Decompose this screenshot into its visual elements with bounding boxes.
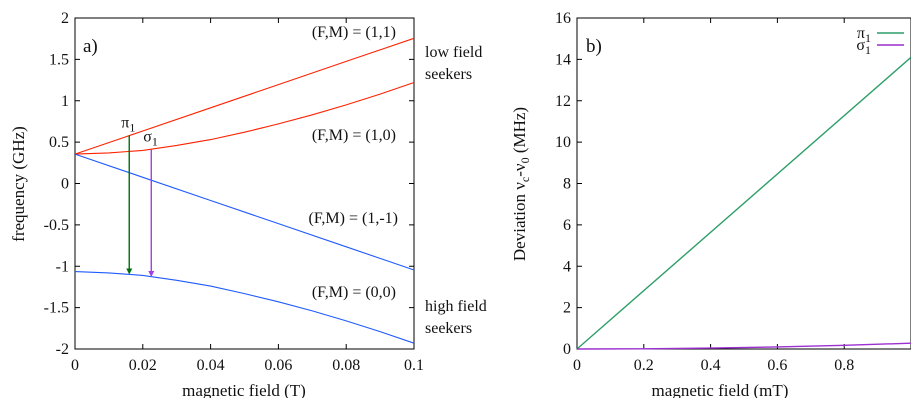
low-field-label-line2: seekers <box>425 66 472 83</box>
x-tick-label-b: 0.4 <box>701 357 721 374</box>
panel-label-b: b) <box>586 36 602 57</box>
x-tick-label-b: 0.2 <box>634 357 654 374</box>
y-tick-label-a: -0.5 <box>44 217 69 234</box>
a-ticks: 0 0.02 0.04 0.06 0.08 0.1 2 1.5 1 0.5 0 -0.5 -1 -1.5 -… <box>44 10 424 374</box>
y-axis-label-b-mid: -ν <box>510 163 529 177</box>
b-ticks: 0 0.2 0.4 0.6 0.8 16 14 12 10 8 6 4 2 0 <box>555 10 854 374</box>
panel-label-a: a) <box>83 36 98 57</box>
x-tick-label-a: 0.02 <box>129 357 157 374</box>
y-tick-label-a: -2 <box>56 341 69 358</box>
energy-level-line-4 <box>74 271 415 344</box>
y-tick-label-a: 0.5 <box>49 134 69 151</box>
energy-level-line-1 <box>74 37 415 155</box>
state-label-10: (F,M) = (1,0) <box>312 127 396 144</box>
x-tick-label-b: 0.8 <box>834 357 854 374</box>
y-axis-label-b-sub2: 0 <box>518 157 532 163</box>
x-tick-label-b: 0 <box>573 357 581 374</box>
y-tick-label-b: 8 <box>563 176 571 193</box>
low-field-label-line1: low field <box>425 44 482 61</box>
energy-level-line-2 <box>74 81 415 155</box>
deviation-series-2 <box>576 342 911 350</box>
legend-label-1: π1 <box>857 25 871 45</box>
transition-arrowhead-2 <box>148 271 155 278</box>
y-axis-label-a: frequency (GHz) <box>9 126 28 242</box>
y-tick-label-a: 1 <box>61 93 69 110</box>
panel-a: 0 0.02 0.04 0.06 0.08 0.1 2 1.5 1 0.5 0 -0.5 -1 -1.5 -… <box>9 10 487 398</box>
panel-b: 0 0.2 0.4 0.6 0.8 16 14 12 10 8 6 4 2 0 b) magnetic f… <box>510 10 911 398</box>
transition-arrowhead-1 <box>126 268 133 275</box>
x-axis-label-b: magnetic field (mT) <box>652 381 789 398</box>
x-tick-label-a: 0.04 <box>197 357 225 374</box>
y-tick-label-b: 16 <box>555 10 571 27</box>
deviation-series-1 <box>576 56 911 350</box>
b-lines <box>576 56 911 350</box>
transition-label-2: σ1 <box>143 129 158 149</box>
y-tick-label-b: 0 <box>563 341 571 358</box>
x-axis-label-a: magnetic field (T) <box>182 381 306 398</box>
high-field-label-line1: high field <box>425 298 487 315</box>
a-lines <box>74 37 415 344</box>
y-axis-label-b-sub1: c <box>518 177 532 182</box>
y-tick-label-a: 1.5 <box>49 51 69 68</box>
legend-label-2: σ1 <box>856 37 871 57</box>
a-transitions: π1 σ1 <box>121 115 158 278</box>
x-tick-label-b: 0.6 <box>767 357 787 374</box>
y-tick-label-a: -1 <box>56 258 69 275</box>
x-tick-label-a: 0.08 <box>332 357 360 374</box>
y-tick-label-a: 0 <box>61 176 69 193</box>
transition-label-1: π1 <box>121 115 135 135</box>
x-tick-label-a: 0 <box>71 357 79 374</box>
y-tick-label-b: 12 <box>555 93 571 110</box>
state-label-11: (F,M) = (1,1) <box>312 24 396 41</box>
state-label-00: (F,M) = (0,0) <box>312 284 396 301</box>
plot-frame-b <box>576 17 911 350</box>
y-tick-label-b: 4 <box>563 258 571 275</box>
y-tick-label-b: 10 <box>555 134 571 151</box>
y-tick-label-b: 14 <box>555 51 571 68</box>
y-axis-label-b: Deviation νc-ν0 (MHz) <box>510 107 532 261</box>
y-axis-label-b-main: Deviation ν <box>510 182 529 261</box>
y-axis-label-b-tail: (MHz) <box>510 107 529 158</box>
y-tick-label-b: 2 <box>563 300 571 317</box>
energy-level-line-3 <box>74 153 415 271</box>
state-label-1m1: (F,M) = (1,-1) <box>308 210 398 227</box>
y-tick-label-a: 2 <box>61 10 69 27</box>
y-tick-label-b: 6 <box>563 217 571 234</box>
x-tick-label-a: 0.1 <box>404 357 424 374</box>
x-tick-label-a: 0.06 <box>264 357 292 374</box>
high-field-label-line2: seekers <box>425 320 472 337</box>
y-tick-label-a: -1.5 <box>44 300 69 317</box>
